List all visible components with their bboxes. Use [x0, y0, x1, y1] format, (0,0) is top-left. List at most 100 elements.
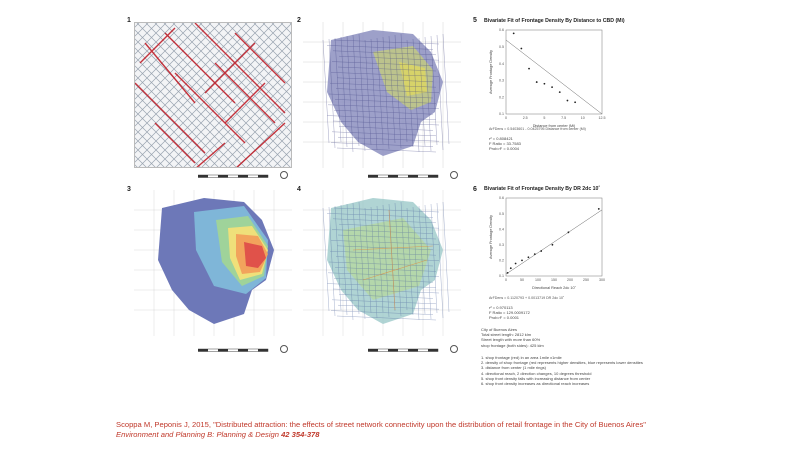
data-point [574, 101, 577, 104]
data-point [512, 32, 515, 35]
plot-frame [505, 197, 603, 277]
panel-number-1: 1 [127, 17, 131, 24]
city-info: City of Buenos Aires Total street length… [481, 327, 544, 348]
north-arrow-icon [450, 171, 458, 179]
note-item: 6. shop front density increases as direc… [481, 381, 590, 387]
x-tick-label: 0 [505, 116, 507, 120]
chart5-rsquare: r² = 0.808421 [489, 136, 513, 141]
x-tick-label: 7.5 [561, 116, 566, 120]
y-tick-label: 0.5 [499, 212, 504, 216]
note-item: 1. shop frontage (red) in an area 1mile … [481, 355, 562, 360]
x-axis-label: Distance from center (Mi) [533, 124, 576, 128]
y-axis-label: Average Frontage Density [489, 50, 493, 94]
chart6-fit-equation: ArFDens = 0.1120793 + 0.0013719 DR 2dc 1… [489, 296, 565, 300]
chart6-scatter: 0.1 0.2 0.3 0.4 0.5 0.6 0 50 100 150 200 250 300 Dire… [489, 196, 605, 290]
scale-bar-4 [368, 348, 439, 352]
x-tick-label: 100 [535, 278, 541, 282]
y-tick-label: 0.1 [499, 112, 504, 116]
north-arrow-icon [280, 171, 288, 179]
north-arrow-icon [280, 345, 288, 353]
chart6-fratio: F Ratio = 129.0009172 [489, 310, 530, 316]
y-tick-label: 0.2 [499, 259, 504, 263]
data-point [527, 256, 530, 259]
x-tick-label: 12.5 [599, 116, 606, 120]
chart5-fit-equation: ArFDens = 0.5403601 - 0.0425795 Distance… [489, 127, 586, 131]
data-point [506, 271, 509, 274]
x-tick-label: 5 [543, 116, 545, 120]
x-tick-label: 10 [581, 116, 585, 120]
y-tick-label: 0.5 [499, 45, 504, 49]
north-arrow-icon [450, 345, 458, 353]
chart6-stats: r² = 0.970113 F Ratio = 129.0009172 Prob… [489, 305, 530, 321]
y-tick-label: 0.3 [499, 79, 504, 83]
scale-bar-3 [198, 348, 269, 352]
data-point [521, 259, 523, 262]
y-tick-label: 0.4 [499, 227, 504, 231]
note-item: 3. distance from center (1 mile rings) [481, 365, 546, 371]
chart6-prob: Prob>F = 0.0001 [489, 315, 520, 321]
note-item: 2. density of shop frontage (red represe… [481, 360, 643, 366]
panel-number-4: 4 [297, 186, 301, 193]
chart5-fratio: F Ratio = 33.7583 [489, 141, 521, 147]
citation-journal: Environment and Planning B: Planning & D… [116, 430, 279, 439]
data-point [528, 67, 530, 70]
data-point [558, 91, 561, 94]
chart5-stats: r² = 0.808421 F Ratio = 33.7583 Prob>F =… [489, 136, 521, 152]
y-axis-label: Average Frontage Density [489, 215, 493, 259]
city-total-length: Total street length: 2812 klm [481, 332, 532, 338]
data-point [533, 253, 536, 256]
scale-bar-2 [368, 174, 439, 178]
chart5-prob: Prob>F = 0.0004 [489, 146, 520, 152]
data-point [514, 262, 517, 265]
figure-notes: 1. shop frontage (red) in an area 1mile … [481, 355, 643, 386]
y-tick-label: 0.2 [499, 95, 504, 99]
citation-volume: 42 354-378 [281, 430, 320, 439]
data-point [551, 86, 553, 89]
city-name: City of Buenos Aires [481, 327, 518, 332]
x-tick-label: 200 [567, 278, 573, 282]
x-tick-label: 300 [599, 278, 605, 282]
x-tick-label: 0 [505, 278, 507, 282]
chart5-title: Bivariate Fit of Frontage Density By Dis… [484, 18, 625, 24]
map-directional-reach [303, 190, 461, 336]
map-shop-frontage [134, 22, 292, 168]
data-point [509, 267, 512, 270]
citation: Scoppa M, Peponis J, 2015, "Distributed … [116, 420, 646, 440]
data-point [535, 81, 538, 83]
chart6-rsquare: r² = 0.970113 [489, 305, 513, 310]
panel-number-3: 3 [127, 186, 131, 193]
x-axis-label: Directional Reach 2dc 10˚ [532, 285, 576, 290]
y-tick-label: 0.3 [499, 243, 504, 247]
y-tick-label: 0.6 [499, 28, 504, 32]
x-tick-label: 2.5 [523, 116, 528, 120]
note-item: 4. directional reach, 2 direction change… [481, 370, 592, 376]
y-tick-label: 0.6 [499, 196, 504, 200]
city-shop-frontage: shop frontage (both sides): 425 klm [481, 342, 544, 348]
plot-frame [505, 29, 603, 115]
panel-number-6: 6 [473, 186, 477, 193]
chart6-title: Bivariate Fit of Frontage Density By DR … [484, 186, 601, 192]
map-distance-from-center [134, 190, 292, 336]
data-point [567, 231, 570, 234]
scale-bar-1 [198, 174, 269, 178]
city-street-length: Street length with more than 60% [481, 337, 541, 343]
data-point [597, 208, 600, 210]
panel-number-2: 2 [297, 17, 301, 24]
data-point [540, 250, 543, 252]
note-item: 5. shop front density falls with increas… [481, 375, 591, 381]
panel-number-5: 5 [473, 17, 477, 24]
data-point [543, 82, 546, 85]
data-point [520, 47, 523, 50]
x-tick-label: 150 [551, 278, 557, 282]
citation-reference: Scoppa M, Peponis J, 2015, "Distributed … [116, 420, 646, 429]
fit-line [505, 39, 603, 115]
map-frontage-density [303, 22, 461, 168]
data-point [551, 243, 554, 246]
y-tick-label: 0.1 [499, 274, 504, 278]
fit-line [505, 209, 603, 275]
data-point [566, 99, 569, 102]
chart5-scatter: 0.1 0.2 0.3 0.4 0.5 0.6 0 2.5 5 7.5 10 12.5 Distance… [489, 28, 606, 128]
y-tick-label: 0.4 [499, 62, 504, 66]
x-tick-label: 250 [583, 278, 589, 282]
x-tick-label: 50 [520, 278, 524, 282]
